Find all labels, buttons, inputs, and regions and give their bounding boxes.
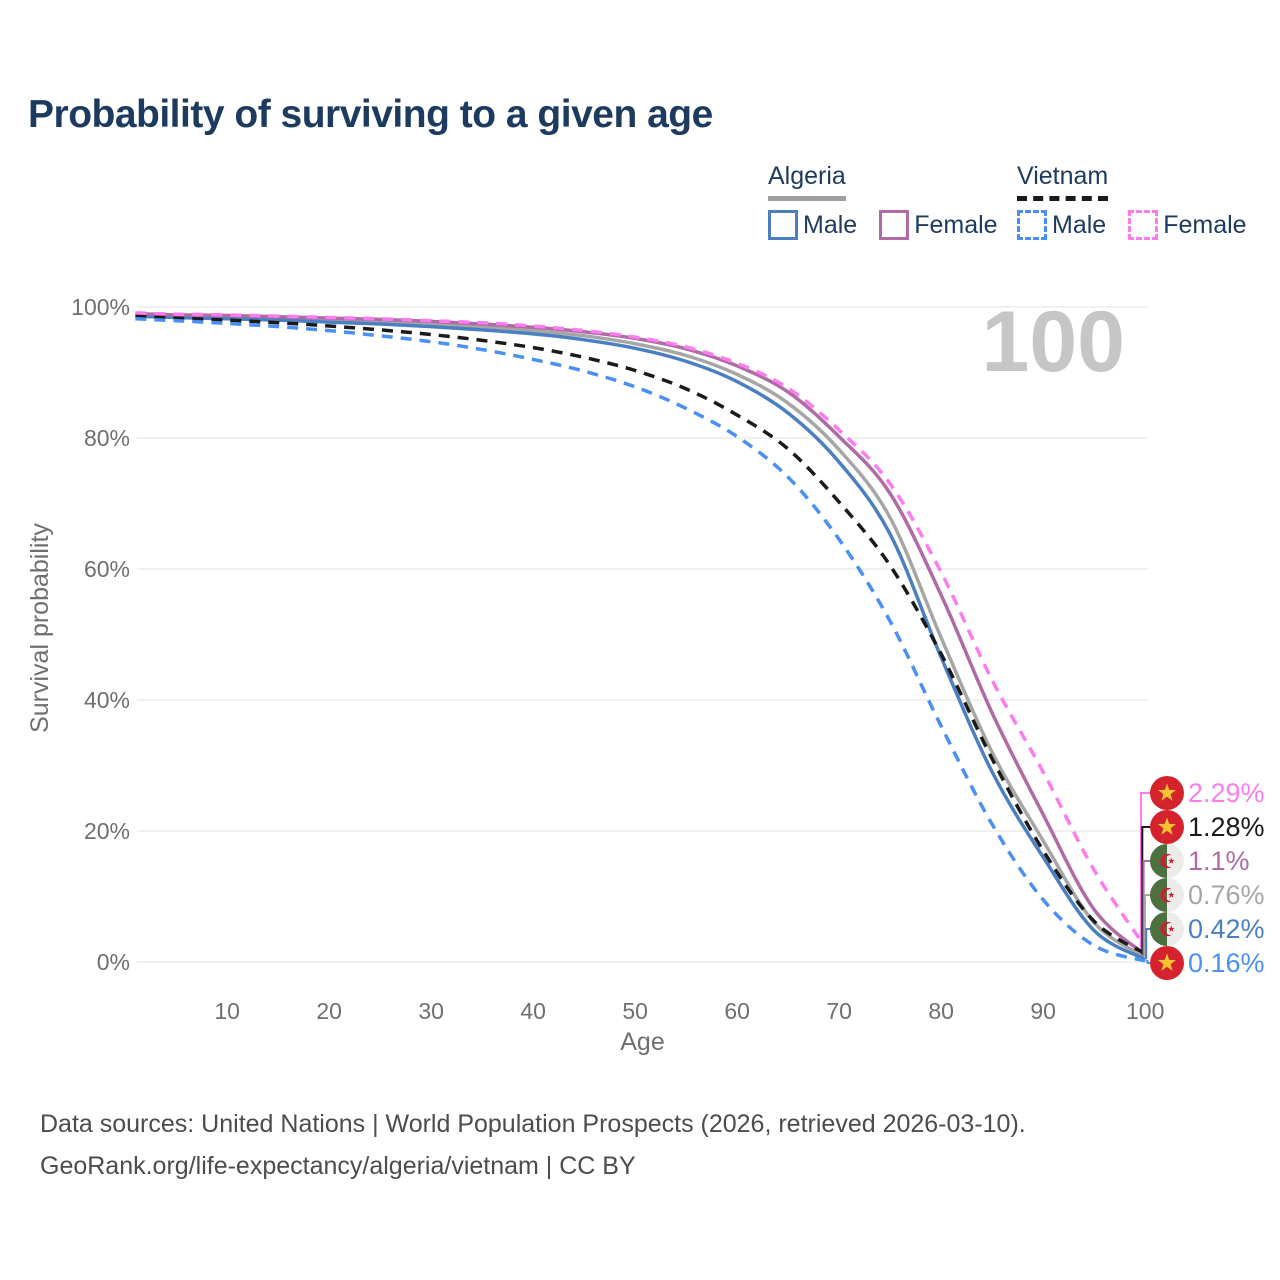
end-label-vietnam-all: 1.28% [1150, 810, 1265, 844]
curve-algeria-male[interactable] [135, 314, 1147, 961]
y-tick-label: 80% [84, 425, 130, 451]
vietnam-female-swatch-icon[interactable] [1128, 210, 1159, 240]
legend-item-label: Male [803, 210, 858, 239]
end-label-value: 0.76% [1188, 880, 1265, 910]
data-source-footer: Data sources: United Nations | World Pop… [40, 1103, 1026, 1187]
star-icon [1157, 783, 1177, 801]
end-label-value: 1.28% [1188, 812, 1265, 842]
end-label-value: 2.29% [1188, 778, 1265, 808]
page-title: Probability of surviving to a given age [28, 93, 713, 136]
x-tick-label: 10 [214, 998, 240, 1024]
x-tick-label: 70 [826, 998, 852, 1024]
x-tick-label: 50 [622, 998, 648, 1024]
legend-country-algeria[interactable]: Algeria [768, 162, 846, 201]
end-label-algeria-all: 0.76% [1150, 878, 1265, 912]
x-tick-label: 80 [928, 998, 954, 1024]
legend-item-label: Female [1163, 210, 1247, 239]
x-tick-label: 30 [418, 998, 444, 1024]
curve-algeria-all[interactable] [135, 313, 1147, 959]
x-tick-label: 100 [1126, 998, 1164, 1024]
x-tick-label: 60 [724, 998, 750, 1024]
x-tick-label: 20 [316, 998, 342, 1024]
legend-item-vietnam-female[interactable]: Female [1128, 210, 1247, 240]
end-label-vietnam-male: 0.16% [1150, 946, 1265, 980]
star-icon [1157, 953, 1177, 971]
algeria-flag-icon [1150, 844, 1184, 878]
x-tick-label: 90 [1030, 998, 1056, 1024]
star-icon [1157, 817, 1177, 835]
y-tick-label: 20% [84, 818, 130, 844]
end-label-value: 0.42% [1188, 914, 1265, 944]
algeria-female-swatch-icon[interactable] [879, 210, 910, 240]
y-tick-label: 60% [84, 556, 130, 582]
legend-country-vietnam[interactable]: Vietnam [1017, 162, 1109, 201]
end-label-algeria-female: 1.1% [1150, 844, 1250, 878]
curve-vietnam-male[interactable] [135, 317, 1146, 963]
curve-algeria-female[interactable] [135, 311, 1147, 957]
vietnam-male-swatch-icon[interactable] [1017, 210, 1047, 240]
age-watermark: 100 [982, 294, 1126, 390]
legend-group-vietnam: Vietnam Male Female [1017, 162, 1247, 240]
end-label-vietnam-female: 2.29% [1150, 776, 1265, 810]
end-label-connector [1145, 928, 1151, 960]
x-axis-title: Age [620, 1028, 664, 1056]
legend-item-label: Female [914, 210, 998, 239]
y-tick-label: 0% [97, 949, 130, 975]
end-label-value: 0.16% [1188, 948, 1265, 978]
footer-line-url: GeoRank.org/life-expectancy/algeria/viet… [40, 1152, 636, 1180]
legend-item-vietnam-male[interactable]: Male [1017, 210, 1106, 240]
y-tick-label: 100% [71, 294, 130, 320]
end-label-connector [1146, 960, 1151, 964]
x-tick-label: 40 [520, 998, 546, 1024]
legend-item-algeria-female[interactable]: Female [879, 210, 998, 240]
end-label-algeria-male: 0.42% [1150, 912, 1265, 946]
footer-line-sources: Data sources: United Nations | World Pop… [40, 1110, 1026, 1138]
algeria-male-swatch-icon[interactable] [768, 210, 798, 240]
legend-item-algeria-male[interactable]: Male [768, 210, 857, 240]
legend-item-label: Male [1052, 210, 1107, 239]
curve-vietnam-female[interactable] [135, 311, 1147, 948]
legend-group-algeria: Algeria Male Female [768, 162, 998, 240]
y-axis-title: Survival probability [26, 523, 54, 733]
algeria-flag-icon [1150, 912, 1184, 946]
algeria-flag-icon [1150, 878, 1184, 912]
y-tick-label: 40% [84, 687, 130, 713]
curve-vietnam-all[interactable] [135, 314, 1147, 956]
end-label-value: 1.1% [1188, 846, 1250, 876]
